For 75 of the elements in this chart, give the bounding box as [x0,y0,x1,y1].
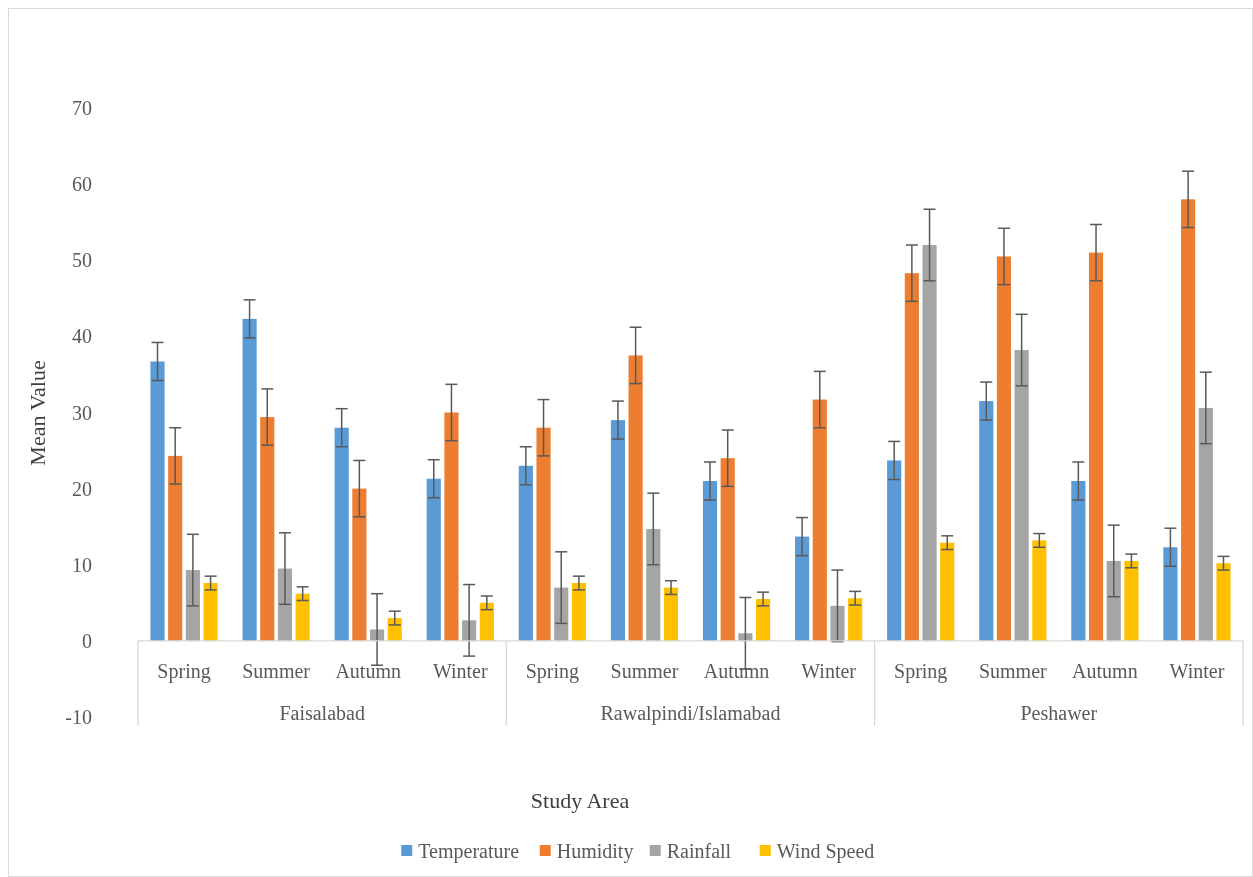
bar [352,488,367,641]
y-tick-label: 30 [72,401,92,424]
bar [168,455,183,641]
x-axis-title: Study Area [530,788,630,813]
bar [203,583,218,641]
y-tick-label: 50 [72,249,92,272]
bar [571,583,586,641]
bar [610,420,625,641]
y-tick-label: 70 [72,97,92,119]
y-tick-label: 0 [82,629,92,652]
bar [1163,547,1178,641]
bar [334,427,349,641]
x-tick-label: Winter [801,660,857,682]
annotation: Rawalpindi/Islamabad [600,702,781,725]
bar [646,528,661,641]
bar [260,417,275,641]
bar [295,593,310,641]
x-tick-label: Autumn [1072,660,1138,682]
bar [536,427,551,641]
legend-label: Wind Speed [776,840,875,863]
y-tick-label: 10 [72,553,92,576]
bar [1216,563,1231,641]
y-tick-label: 60 [72,173,92,196]
y-tick-label: 20 [72,477,92,500]
legend-label: Rainfall [666,840,732,862]
bar [554,587,569,641]
bar [702,481,718,641]
bar [904,273,919,641]
bar [720,458,735,641]
bar [1106,560,1121,641]
bar [277,568,293,641]
annotation: Peshawer [1020,702,1098,724]
bar [940,542,955,641]
bar [922,245,937,641]
legend-label: Temperature [418,840,520,863]
bar [150,361,165,641]
y-tick-label: -10 [65,706,92,728]
bar [387,618,402,641]
bar [628,355,643,641]
bar [830,605,845,641]
x-tick-label: Autumn [703,660,770,682]
bar [795,536,810,641]
bar [518,465,533,641]
x-tick-label: Autumn [335,660,401,682]
bar [1088,252,1104,641]
bar [756,599,771,641]
bar [1198,407,1213,641]
bar [979,401,994,641]
x-tick-label: Spring [894,660,948,683]
bar [1124,560,1139,641]
x-tick-label: Spring [157,660,211,683]
bar [887,460,902,641]
x-tick-label: Summer [610,660,679,682]
bar [444,412,459,641]
bar [848,598,863,641]
legend-label: Humidity [556,840,634,863]
y-axis-title: Mean Value [25,360,50,466]
bar [663,587,679,641]
bar [1071,481,1086,641]
bar [812,399,827,641]
x-tick-label: Summer [978,660,1048,682]
bar [185,570,200,641]
x-tick-label: Winter [432,660,488,682]
bar [479,602,494,641]
bar [996,256,1012,641]
bar [426,478,441,641]
annotation: Faisalabad [279,702,365,724]
bar [242,318,257,641]
x-tick-label: Winter [1169,660,1225,682]
x-tick-label: Spring [525,660,580,683]
bar [1014,350,1029,641]
y-tick-label: 40 [72,325,92,348]
bar [1181,199,1196,641]
x-tick-label: Summer [242,660,311,682]
bar [1032,540,1047,641]
